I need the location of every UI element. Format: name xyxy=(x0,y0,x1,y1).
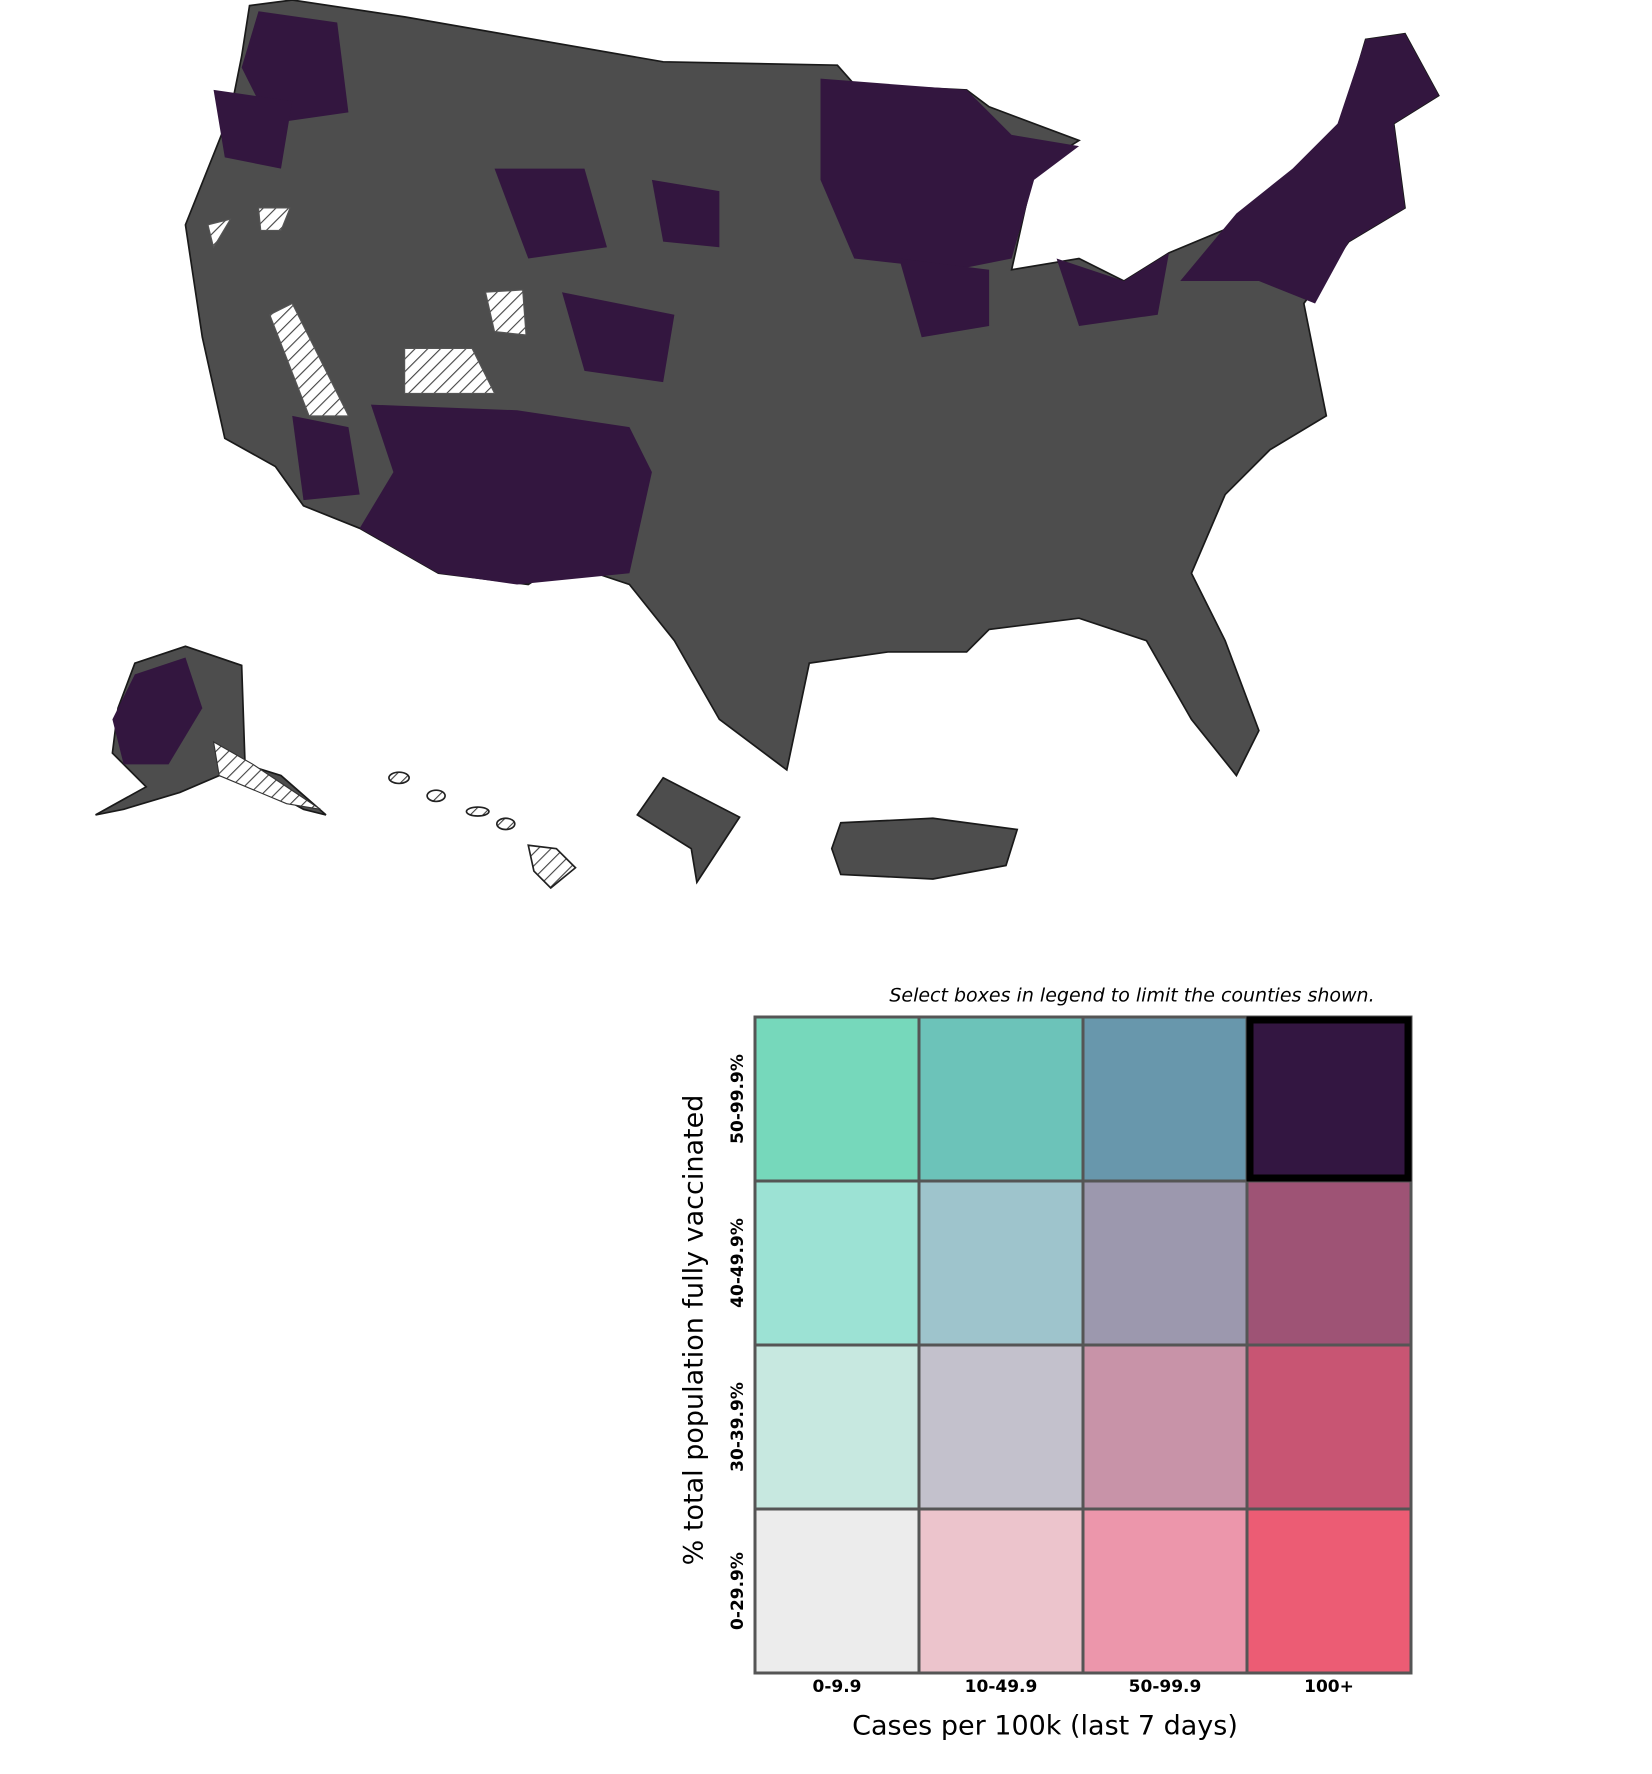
legend-cell[interactable] xyxy=(917,1507,1085,1675)
legend-cell[interactable] xyxy=(753,1179,921,1347)
contiguous-us xyxy=(184,0,1440,778)
legend-cell[interactable] xyxy=(1245,1015,1413,1183)
alaska-no-data xyxy=(212,740,321,810)
legend-cell[interactable] xyxy=(1081,1179,1249,1347)
no-data-counties xyxy=(207,207,527,417)
column-label: 0-9.9 xyxy=(813,1677,862,1697)
x-axis-title: Cases per 100k (last 7 days) xyxy=(852,1711,1238,1742)
row-label: 40-49.9% xyxy=(728,1218,748,1308)
legend-cell[interactable] xyxy=(1081,1015,1249,1183)
high-case-counties xyxy=(213,11,1439,585)
row-label: 30-39.9% xyxy=(728,1382,748,1472)
legend-cell[interactable] xyxy=(1245,1507,1413,1675)
column-label: 10-49.9 xyxy=(965,1677,1038,1697)
legend-cell[interactable] xyxy=(917,1179,1085,1347)
row-label: 50-99.9% xyxy=(728,1054,748,1144)
legend-cell[interactable] xyxy=(1245,1179,1413,1347)
puerto-rico xyxy=(830,817,1019,880)
legend-note: Select boxes in legend to limit the coun… xyxy=(889,985,1374,1007)
us-map xyxy=(95,0,1440,890)
hawaii xyxy=(388,771,577,890)
legend-cell[interactable] xyxy=(917,1343,1085,1511)
legend-cell[interactable] xyxy=(753,1343,921,1511)
legend-cell[interactable] xyxy=(753,1015,921,1183)
dc xyxy=(636,776,741,885)
legend-cell[interactable] xyxy=(1081,1343,1249,1511)
legend-cell[interactable] xyxy=(917,1015,1085,1183)
column-label: 100+ xyxy=(1304,1677,1354,1697)
y-axis-title: % total population fully vaccinated xyxy=(679,1095,710,1566)
row-label: 0-29.9% xyxy=(728,1552,748,1630)
alaska-high xyxy=(112,657,203,765)
legend-cell[interactable] xyxy=(1245,1343,1413,1511)
column-label: 50-99.9 xyxy=(1129,1677,1202,1697)
legend-cell[interactable] xyxy=(1081,1507,1249,1675)
selected-cell-outline xyxy=(1246,1016,1412,1182)
legend-cell[interactable] xyxy=(753,1507,921,1675)
